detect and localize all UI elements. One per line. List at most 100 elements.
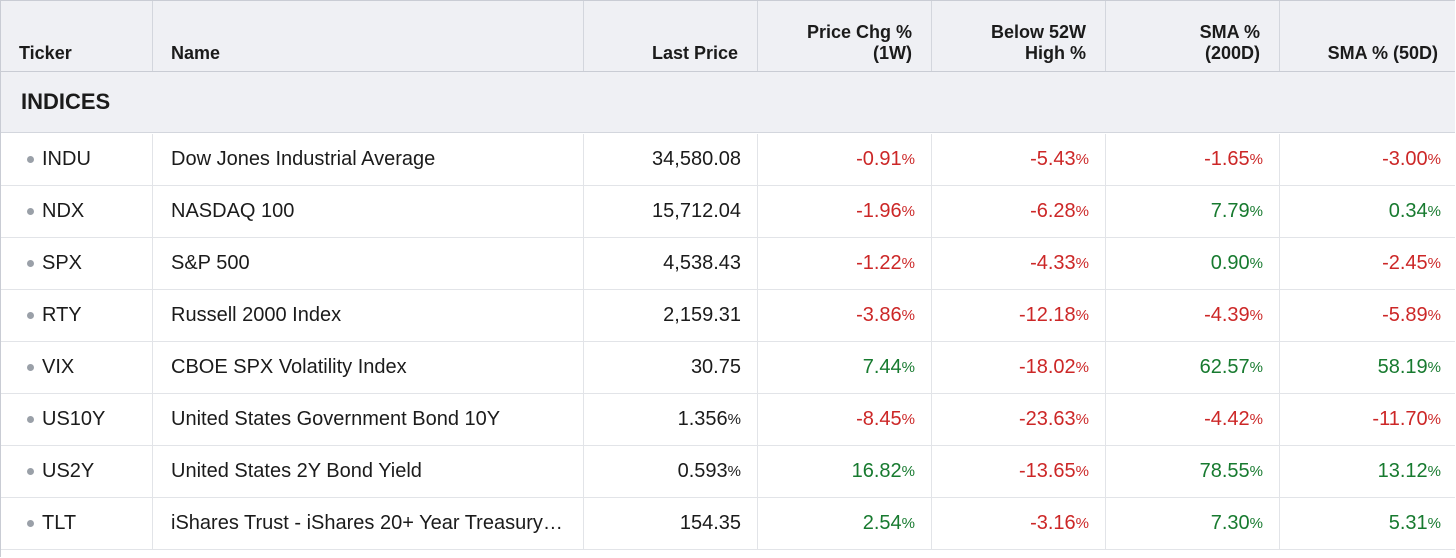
table-row[interactable]: TLT iShares Trust - iShares 20+ Year Trea… [1, 498, 1455, 550]
ticker-cell[interactable]: US2Y [1, 446, 153, 497]
ticker-symbol: NDX [42, 200, 85, 222]
bullet-icon [27, 156, 34, 163]
below-cell: -4.33% [932, 238, 1106, 289]
col-header-below-52w[interactable]: Below 52W High % [932, 1, 1106, 71]
percent-sign: % [901, 411, 915, 428]
name-cell[interactable]: S&P 500 [153, 238, 584, 289]
sma200-cell: 62.57% [1106, 342, 1280, 393]
table-row[interactable]: RTY Russell 2000 Index 2,159.31 -3.86% -12.1… [1, 290, 1455, 342]
name-cell[interactable]: CBOE SPX Volatility Index [153, 342, 584, 393]
bullet-icon [27, 260, 34, 267]
chg-cell: 16.82% [758, 446, 932, 497]
last-cell: 15,712.04 [584, 186, 758, 237]
percent-sign: % [1427, 411, 1441, 428]
percent-sign: % [901, 463, 915, 480]
ticker-symbol: SPX [42, 252, 83, 274]
below-cell: -3.16% [932, 498, 1106, 549]
ticker-symbol: RTY [42, 304, 82, 326]
ticker-cell[interactable]: RTY [1, 290, 153, 341]
chg-value: -3.86 [856, 304, 902, 326]
percent-sign: % [1075, 203, 1089, 220]
below-value: -6.28 [1030, 200, 1076, 222]
chg-cell: -1.22% [758, 238, 932, 289]
col-header-last-price[interactable]: Last Price [584, 1, 758, 71]
sma50-cell: 58.19% [1280, 342, 1455, 393]
below-value: -18.02 [1018, 356, 1076, 378]
percent-sign: % [1075, 359, 1089, 376]
sma200-value: -4.42 [1204, 408, 1250, 430]
col-header-ticker[interactable]: Ticker [1, 1, 153, 71]
percent-sign: % [1427, 463, 1441, 480]
ticker-cell[interactable]: TLT [1, 498, 153, 549]
sma200-cell: -1.65% [1106, 134, 1280, 185]
chg-cell: 2.54% [758, 498, 932, 549]
percent-sign: % [1075, 515, 1089, 532]
last-value: 154.35 [679, 512, 741, 534]
name-cell[interactable]: NASDAQ 100 [153, 186, 584, 237]
bullet-icon [27, 416, 34, 423]
below-value: -13.65 [1018, 460, 1076, 482]
percent-sign: % [727, 411, 741, 428]
last-value: 1.356 [677, 408, 728, 430]
percent-sign: % [901, 515, 915, 532]
percent-sign: % [901, 151, 915, 168]
name-cell[interactable]: Russell 2000 Index [153, 290, 584, 341]
col-header-price-chg[interactable]: Price Chg % (1W) [758, 1, 932, 71]
sma200-cell: 7.30% [1106, 498, 1280, 549]
below-cell: -5.43% [932, 134, 1106, 185]
instrument-name: iShares Trust - iShares 20+ Year Treasur… [171, 512, 566, 534]
table-row[interactable]: US10Y United States Government Bond 10Y 1.… [1, 394, 1455, 446]
chg-cell: -8.45% [758, 394, 932, 445]
sma50-cell: -5.89% [1280, 290, 1455, 341]
sma200-value: -4.39 [1204, 304, 1250, 326]
name-cell[interactable]: iShares Trust - iShares 20+ Year Treasur… [153, 498, 584, 549]
section-header-indices: INDICES [1, 72, 1455, 133]
instrument-name: S&P 500 [171, 252, 250, 274]
sma200-cell: 78.55% [1106, 446, 1280, 497]
chg-cell: -1.96% [758, 186, 932, 237]
sma50-value: 0.34 [1388, 200, 1428, 222]
section-title: INDICES [21, 89, 111, 114]
last-cell: 34,580.08 [584, 134, 758, 185]
ticker-cell[interactable]: NDX [1, 186, 153, 237]
col-header-sma-50[interactable]: SMA % (50D) [1327, 43, 1438, 63]
chg-cell: 7.44% [758, 342, 932, 393]
instrument-name: CBOE SPX Volatility Index [171, 356, 407, 378]
sma50-value: 13.12 [1377, 460, 1428, 482]
ticker-cell[interactable]: US10Y [1, 394, 153, 445]
below-cell: -18.02% [932, 342, 1106, 393]
col-header-name[interactable]: Name [153, 1, 584, 71]
percent-sign: % [1075, 463, 1089, 480]
last-cell: 30.75 [584, 342, 758, 393]
last-value: 34,580.08 [652, 148, 741, 170]
sma50-value: -3.00 [1382, 148, 1428, 170]
last-cell: 2,159.31 [584, 290, 758, 341]
table-row[interactable]: US2Y United States 2Y Bond Yield 0.593% 16.… [1, 446, 1455, 498]
sma200-value: -1.65 [1204, 148, 1250, 170]
name-cell[interactable]: United States Government Bond 10Y [153, 394, 584, 445]
name-cell[interactable]: United States 2Y Bond Yield [153, 446, 584, 497]
ticker-cell[interactable]: SPX [1, 238, 153, 289]
ticker-cell[interactable]: INDU [1, 134, 153, 185]
ticker-cell[interactable]: VIX [1, 342, 153, 393]
name-cell[interactable]: Dow Jones Industrial Average [153, 134, 584, 185]
percent-sign: % [1427, 515, 1441, 532]
table-row[interactable]: VIX CBOE SPX Volatility Index 30.75 7.44% -1… [1, 342, 1455, 394]
chg-value: -8.45 [856, 408, 902, 430]
table-row[interactable]: SPX S&P 500 4,538.43 -1.22% -4.33% 0.90% -2.45… [1, 238, 1455, 290]
percent-sign: % [1427, 359, 1441, 376]
percent-sign: % [1249, 411, 1263, 428]
percent-sign: % [1427, 203, 1441, 220]
col-header-sma-200[interactable]: SMA % (200D) [1106, 1, 1280, 71]
below-value: -23.63 [1018, 408, 1076, 430]
chg-cell: -0.91% [758, 134, 932, 185]
bullet-icon [27, 520, 34, 527]
sma50-cell: 0.34% [1280, 186, 1455, 237]
table-row[interactable]: INDU Dow Jones Industrial Average 34,580.0… [1, 134, 1455, 186]
sma50-value: -11.70 [1372, 408, 1428, 430]
sma200-value: 7.30 [1210, 512, 1250, 534]
below-value: -5.43 [1030, 148, 1076, 170]
table-header: Ticker Name Last Price Price Chg % (1W) … [1, 1, 1455, 72]
table-row[interactable]: NDX NASDAQ 100 15,712.04 -1.96% -6.28% 7.79% 0… [1, 186, 1455, 238]
